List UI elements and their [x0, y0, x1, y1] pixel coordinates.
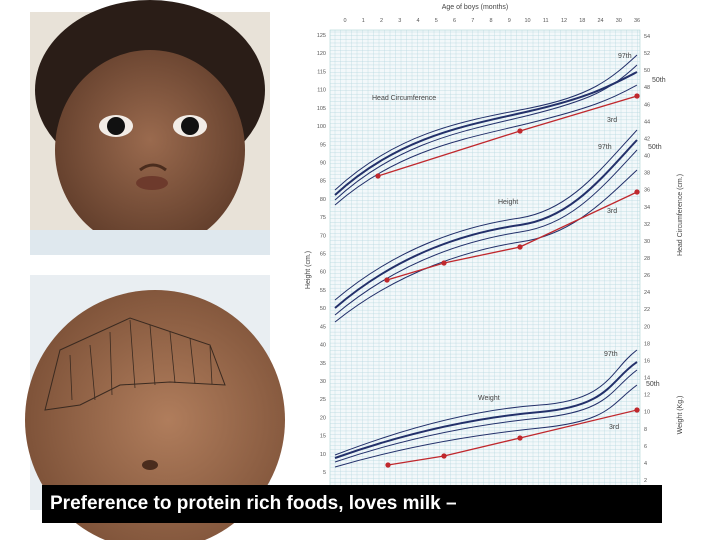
right-tick-label: 34	[644, 205, 650, 211]
right-tick-label: 10	[644, 410, 650, 416]
right-tick-label: 18	[644, 341, 650, 347]
right-tick-label: 42	[644, 136, 650, 142]
right-tick-label: 30	[644, 239, 650, 245]
right-tick-label: 2	[644, 478, 647, 484]
abdomen-photo	[25, 275, 285, 540]
x-tick-label: 3	[398, 18, 401, 24]
left-tick-label: 125	[317, 33, 326, 39]
right-title: Weight (Kg.)	[677, 396, 684, 435]
section-label: Height	[498, 199, 518, 206]
percentile-label: 3rd	[607, 117, 617, 124]
x-tick-label: 6	[453, 18, 456, 24]
left-tick-label: 5	[323, 470, 326, 476]
x-title: Age of boys (months)	[442, 4, 509, 11]
right-tick-label: 38	[644, 171, 650, 177]
left-tick-label: 85	[320, 179, 326, 185]
x-tick-label: 12	[561, 18, 567, 24]
right-tick-label: 28	[644, 256, 650, 262]
left-tick-label: 110	[317, 88, 326, 94]
left-tick-label: 75	[320, 215, 326, 221]
percentile-label: 97th	[598, 144, 612, 151]
left-tick-label: 55	[320, 288, 326, 294]
caption: Preference to protein rich foods, loves …	[42, 485, 662, 523]
left-tick-label: 90	[320, 160, 326, 166]
x-tick-label: 7	[471, 18, 474, 24]
left-tick-label: 80	[320, 197, 326, 203]
growth-chart: Age of boys (months) Height (cm.) Head C…	[305, 4, 684, 491]
left-tick-label: 100	[317, 124, 326, 130]
left-tick-label: 120	[317, 51, 326, 57]
percentile-label: 50th	[652, 77, 666, 84]
left-tick-label: 35	[320, 361, 326, 367]
right-tick-label: 4	[644, 461, 647, 467]
x-tick-label: 18	[579, 18, 585, 24]
right-tick-label: 46	[644, 102, 650, 108]
x-tick-label: 8	[489, 18, 492, 24]
right-tick-label: 36	[644, 188, 650, 194]
left-title: Height (cm.)	[305, 251, 312, 289]
face-photo	[30, 0, 270, 255]
left-tick-label: 105	[317, 106, 326, 112]
right-tick-label: 14	[644, 376, 650, 382]
right-tick-label: 6	[644, 444, 647, 450]
right-tick-label: 32	[644, 222, 650, 228]
right-tick-label: 52	[644, 51, 650, 57]
percentile-label: 97th	[618, 53, 632, 60]
section-label: Weight	[478, 395, 500, 402]
right-tick-label: 44	[644, 119, 650, 125]
right-tick-label: 50	[644, 68, 650, 74]
left-tick-label: 20	[320, 415, 326, 421]
right-title: Head Circumference (cm.)	[677, 174, 684, 256]
percentile-label: 50th	[648, 144, 662, 151]
percentile-label: 97th	[604, 351, 618, 358]
left-tick-label: 95	[320, 142, 326, 148]
left-tick-label: 45	[320, 324, 326, 330]
right-tick-label: 54	[644, 34, 650, 40]
right-tick-label: 48	[644, 85, 650, 91]
left-tick-label: 50	[320, 306, 326, 312]
x-tick-label: 9	[508, 18, 511, 24]
right-tick-label: 8	[644, 427, 647, 433]
left-tick-label: 10	[320, 452, 326, 458]
right-tick-label: 16	[644, 358, 650, 364]
left-tick-label: 65	[320, 252, 326, 258]
right-tick-label: 26	[644, 273, 650, 279]
x-tick-label: 0	[343, 18, 346, 24]
percentile-label: 3rd	[607, 208, 617, 215]
x-tick-label: 1	[362, 18, 365, 24]
left-tick-label: 30	[320, 379, 326, 385]
x-tick-label: 5	[435, 18, 438, 24]
right-tick-label: 12	[644, 393, 650, 399]
left-tick-label: 60	[320, 270, 326, 276]
x-tick-label: 11	[543, 18, 549, 24]
right-tick-label: 22	[644, 307, 650, 313]
left-tick-label: 70	[320, 233, 326, 239]
left-tick-label: 25	[320, 397, 326, 403]
right-tick-label: 20	[644, 324, 650, 330]
x-tick-label: 36	[634, 18, 640, 24]
x-tick-label: 24	[597, 18, 603, 24]
right-tick-label: 40	[644, 154, 650, 160]
x-tick-label: 2	[380, 18, 383, 24]
left-tick-label: 40	[320, 343, 326, 349]
x-tick-label: 30	[616, 18, 622, 24]
percentile-label: 3rd	[609, 424, 619, 431]
left-tick-label: 15	[320, 434, 326, 440]
patient-curve	[375, 93, 640, 468]
right-tick-label: 24	[644, 290, 650, 296]
x-tick-label: 10	[524, 18, 530, 24]
percentile-label: 50th	[646, 381, 660, 388]
left-tick-label: 115	[317, 69, 326, 75]
x-tick-label: 4	[416, 18, 419, 24]
section-label: Head Circumference	[372, 95, 436, 102]
